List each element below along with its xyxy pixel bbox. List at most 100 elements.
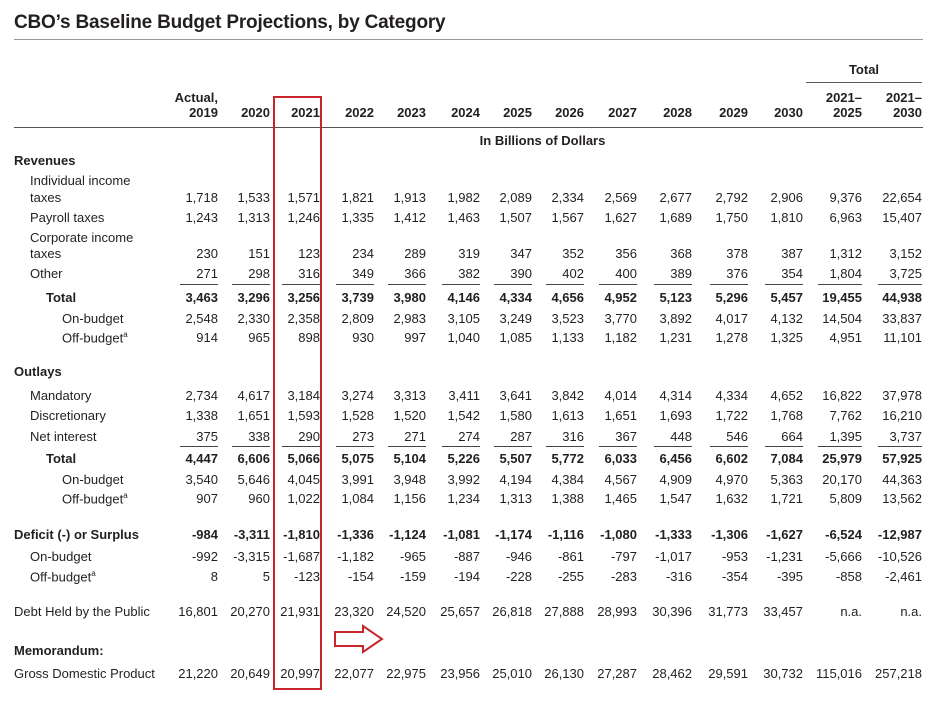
row-label-text: Payroll taxes (30, 210, 105, 225)
header-line-2: 2025 (503, 105, 532, 120)
table-cell: 115,016 (815, 666, 862, 681)
table-cell: -154 (347, 569, 374, 584)
table-cell: 28,462 (652, 666, 692, 681)
table-row: 3,540 5,646 4,045 3,991 3,948 3,992 4,194 4,384… (0, 472, 933, 488)
table-cell: 1,234 (447, 491, 480, 506)
table-cell: 4,909 (659, 472, 692, 487)
table-cell: -1,687 (283, 549, 320, 564)
sum-underline (442, 446, 480, 447)
table-cell: -1,080 (600, 527, 637, 542)
row-label-text: Off-budget (62, 491, 124, 507)
header-line-1 (472, 90, 532, 105)
table-cell: 22,975 (386, 666, 426, 681)
sum-underline (494, 446, 532, 447)
table-row: 21,220 20,649 20,997 22,077 22,975 23,956 25,0… (0, 666, 933, 682)
table-cell: 2,548 (185, 311, 218, 326)
table-cell: 3,274 (341, 388, 374, 403)
table-cell: 338 (248, 429, 270, 444)
table-cell: 402 (562, 266, 584, 281)
header-line-1 (314, 90, 374, 105)
table-cell: -1,174 (495, 527, 532, 542)
table-cell: 316 (298, 266, 320, 281)
table-cell: 290 (298, 429, 320, 444)
sum-underline (765, 446, 803, 447)
row-label: Off-budgeta (62, 491, 128, 506)
table-cell: 123 (298, 246, 320, 261)
header-line-2: 2030 (774, 105, 803, 120)
table-cell: -395 (776, 569, 803, 584)
row-label: taxes (30, 246, 61, 261)
row-label: Net interest (30, 429, 96, 444)
table-cell: 4,314 (659, 388, 692, 403)
table-cell: 3,737 (889, 429, 922, 444)
table-cell: -283 (610, 569, 637, 584)
table-cell: 5,075 (341, 451, 374, 466)
total-group-rule (806, 82, 922, 83)
table-cell: 400 (615, 266, 637, 281)
table-cell: 389 (670, 266, 692, 281)
table-cell: 347 (510, 246, 532, 261)
table-cell: -1,810 (283, 527, 320, 542)
row-label-text: On-budget (62, 472, 124, 487)
table-cell: 546 (726, 429, 748, 444)
table-cell: 1,613 (551, 408, 584, 423)
table-cell: 298 (248, 266, 270, 281)
table-cell: 4,045 (287, 472, 320, 487)
table-cell: 1,338 (185, 408, 218, 423)
table-cell: 1,335 (341, 210, 374, 225)
row-label: Corporate income (30, 230, 133, 245)
table-cell: 5,457 (770, 290, 803, 305)
sum-underline (336, 284, 374, 285)
sum-underline (599, 446, 637, 447)
column-header: 2025 (472, 90, 532, 120)
table-cell: 1,313 (237, 210, 270, 225)
table-cell: 271 (196, 266, 218, 281)
table-cell: 6,456 (659, 451, 692, 466)
table-cell: 27,888 (544, 604, 584, 619)
sum-underline (282, 446, 320, 447)
row-label-text: Total (46, 290, 77, 305)
table-cell: 3,540 (185, 472, 218, 487)
table-row: 1,243 1,313 1,246 1,335 1,412 1,463 1,507 1,567… (0, 210, 933, 226)
right-arrow-icon (334, 624, 384, 654)
table-cell: 376 (726, 266, 748, 281)
sum-underline (388, 446, 426, 447)
row-label-text: On-budget (62, 311, 124, 326)
table-cell: 1,395 (829, 429, 862, 444)
header-line-1 (366, 90, 426, 105)
sum-underline (336, 446, 374, 447)
table-cell: 319 (458, 246, 480, 261)
table-cell: 3,152 (889, 246, 922, 261)
table-cell: 27,287 (597, 666, 637, 681)
sum-underline (494, 284, 532, 285)
row-label: Deficit (-) or Surplus (14, 527, 139, 542)
table-row: -984 -3,311 -1,810 -1,336 -1,124 -1,081 -1,174… (0, 527, 933, 543)
table-cell: 368 (670, 246, 692, 261)
table-cell: 44,363 (882, 472, 922, 487)
table-cell: 37,978 (882, 388, 922, 403)
header-line-2: 2028 (663, 105, 692, 120)
column-header: 2021 (260, 90, 320, 120)
table-cell: 3,296 (237, 290, 270, 305)
table-cell: 6,963 (829, 210, 862, 225)
sum-underline (599, 284, 637, 285)
table-cell: 20,649 (230, 666, 270, 681)
table-cell: 3,313 (393, 388, 426, 403)
table-cell: 26,818 (492, 604, 532, 619)
row-label-text: Other (30, 266, 63, 281)
sum-underline (654, 446, 692, 447)
sum-underline (765, 284, 803, 285)
sum-underline (878, 446, 922, 447)
sum-underline (442, 284, 480, 285)
table-cell: 274 (458, 429, 480, 444)
table-cell: 1,821 (341, 190, 374, 205)
table-cell: 20,997 (280, 666, 320, 681)
table-cell: 1,312 (829, 246, 862, 261)
table-cell: 1,632 (715, 491, 748, 506)
row-label: Discretionary (30, 408, 106, 423)
table-cell: 2,906 (770, 190, 803, 205)
table-cell: 30,396 (652, 604, 692, 619)
table-cell: 1,182 (604, 330, 637, 345)
table-cell: 1,528 (341, 408, 374, 423)
table-cell: 28,993 (597, 604, 637, 619)
